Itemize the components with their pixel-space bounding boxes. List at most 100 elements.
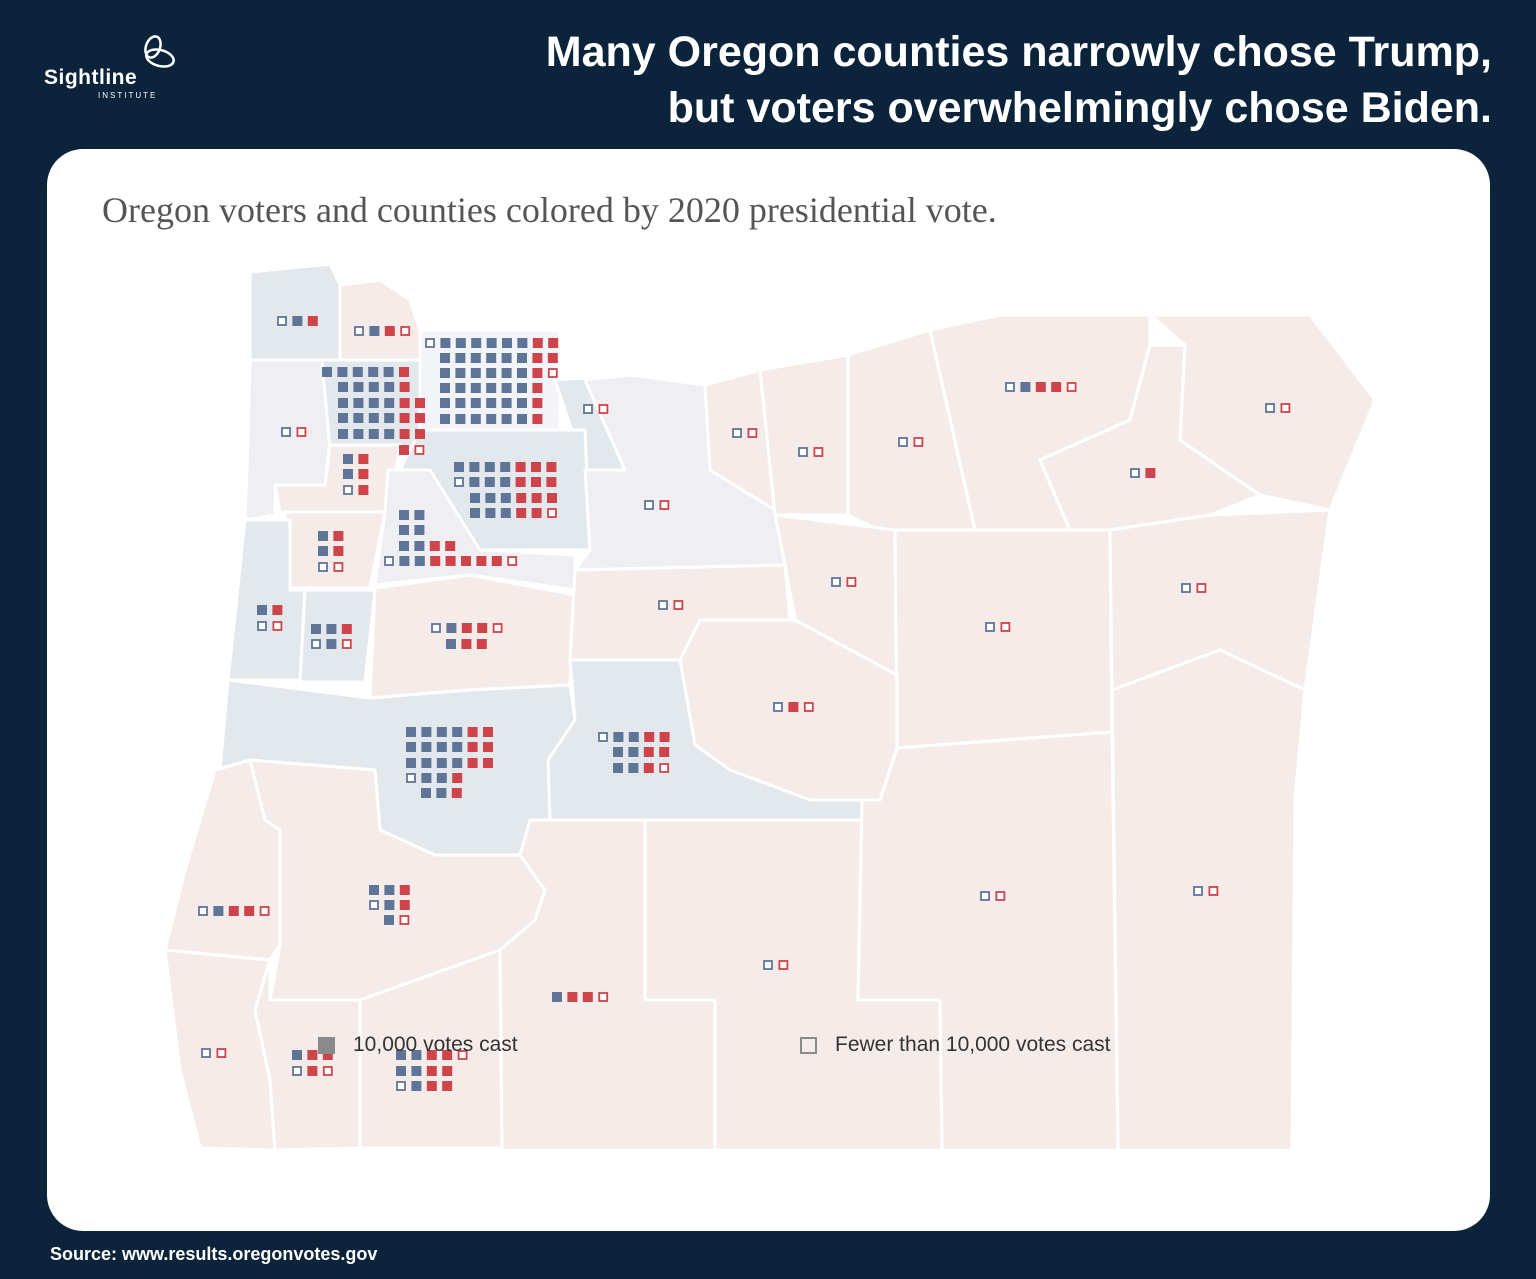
biden-10k-square	[399, 541, 409, 551]
trump-10k-square	[531, 462, 541, 472]
biden-10k-square	[436, 773, 447, 783]
trump-10k-square	[415, 429, 425, 439]
biden-partial-square	[763, 960, 773, 970]
biden-10k-square	[440, 368, 450, 378]
trump-10k-square	[426, 1066, 437, 1076]
trump-partial-square	[492, 623, 503, 633]
biden-10k-square	[414, 541, 425, 551]
county-vote-glyphs	[318, 531, 344, 572]
biden-partial-square	[354, 326, 364, 336]
trump-10k-square	[643, 763, 654, 773]
trump-10k-square	[461, 639, 472, 649]
trump-10k-square	[1145, 468, 1156, 478]
biden-partial-square	[773, 702, 783, 712]
biden-10k-square	[470, 368, 481, 378]
county-vote-glyphs	[322, 367, 425, 455]
county-vote-glyphs	[311, 624, 352, 649]
trump-10k-square	[451, 788, 462, 798]
county-vote-glyphs	[598, 732, 670, 773]
biden-10k-square	[454, 462, 464, 472]
biden-10k-square	[628, 732, 639, 742]
trump-10k-square	[415, 413, 425, 423]
biden-10k-square	[383, 367, 394, 377]
trump-10k-square	[546, 477, 557, 487]
biden-10k-square	[411, 1050, 422, 1060]
trump-10k-square	[532, 353, 543, 363]
biden-10k-square	[399, 525, 409, 535]
biden-10k-square	[436, 742, 447, 752]
biden-10k-square	[257, 605, 267, 615]
biden-10k-square	[326, 639, 337, 649]
county-vote-glyphs	[1193, 886, 1219, 896]
trump-10k-square	[322, 1050, 333, 1060]
trump-10k-square	[307, 1066, 318, 1076]
trump-partial-square	[778, 960, 789, 970]
biden-10k-square	[440, 353, 450, 363]
county-vote-glyphs	[763, 960, 789, 970]
trump-partial-square	[598, 992, 609, 1002]
biden-10k-square	[517, 368, 527, 378]
biden-partial-square	[985, 622, 995, 632]
biden-partial-square	[831, 577, 841, 587]
biden-10k-square	[399, 510, 409, 520]
trump-10k-square	[415, 398, 425, 408]
legend-full-label: 10,000 votes cast	[353, 1033, 518, 1056]
biden-10k-square	[421, 727, 432, 737]
county-wallowa	[1148, 313, 1377, 512]
trump-partial-square	[333, 562, 344, 572]
county-gilliam	[758, 353, 850, 517]
biden-10k-square	[318, 546, 328, 556]
biden-10k-square	[446, 623, 457, 633]
biden-10k-square	[486, 338, 497, 348]
trump-10k-square	[476, 639, 487, 649]
county-vote-glyphs	[773, 702, 814, 712]
county-vote-glyphs	[396, 1050, 468, 1091]
biden-10k-square	[384, 915, 394, 925]
county-union	[1038, 343, 1262, 532]
biden-partial-square	[431, 623, 441, 633]
biden-10k-square	[384, 398, 395, 408]
headline-line-2: but voters overwhelmingly chose Biden.	[667, 84, 1492, 132]
biden-partial-square	[198, 906, 208, 916]
biden-partial-square	[1181, 583, 1191, 593]
sightline-logo: Sightline INSTITUTE	[44, 34, 184, 104]
biden-10k-square	[326, 624, 337, 634]
county-vote-glyphs	[644, 500, 670, 510]
biden-10k-square	[469, 462, 480, 472]
biden-10k-square	[485, 508, 496, 518]
biden-10k-square	[322, 367, 332, 377]
biden-partial-square	[201, 1048, 211, 1058]
biden-10k-square	[353, 413, 364, 423]
headline-line-1: Many Oregon counties narrowly chose Trum…	[545, 28, 1492, 76]
trump-10k-square	[445, 541, 456, 551]
county-malheur	[1110, 648, 1307, 1152]
trump-partial-square	[1196, 583, 1207, 593]
biden-10k-square	[485, 493, 496, 503]
trump-10k-square	[467, 727, 478, 737]
biden-partial-square	[644, 500, 654, 510]
county-clatsop	[248, 262, 342, 362]
trump-partial-square	[747, 428, 758, 438]
trump-10k-square	[228, 906, 239, 916]
biden-10k-square	[471, 338, 482, 348]
trump-10k-square	[515, 477, 526, 487]
trump-10k-square	[429, 541, 440, 551]
biden-10k-square	[452, 758, 463, 768]
trump-10k-square	[531, 508, 542, 518]
biden-10k-square	[628, 747, 639, 757]
trump-10k-square	[476, 556, 487, 566]
biden-10k-square	[384, 900, 395, 910]
county-vote-glyphs	[406, 727, 493, 798]
biden-partial-square	[396, 1081, 406, 1091]
trump-partial-square	[547, 508, 557, 518]
trump-10k-square	[358, 454, 369, 464]
biden-10k-square	[436, 727, 447, 737]
trump-10k-square	[531, 477, 541, 487]
biden-10k-square	[470, 353, 481, 363]
biden-10k-square	[455, 368, 466, 378]
biden-10k-square	[440, 398, 450, 408]
biden-10k-square	[213, 906, 224, 916]
biden-10k-square	[517, 398, 527, 408]
trump-partial-square	[322, 1066, 333, 1076]
biden-partial-square	[1193, 886, 1203, 896]
